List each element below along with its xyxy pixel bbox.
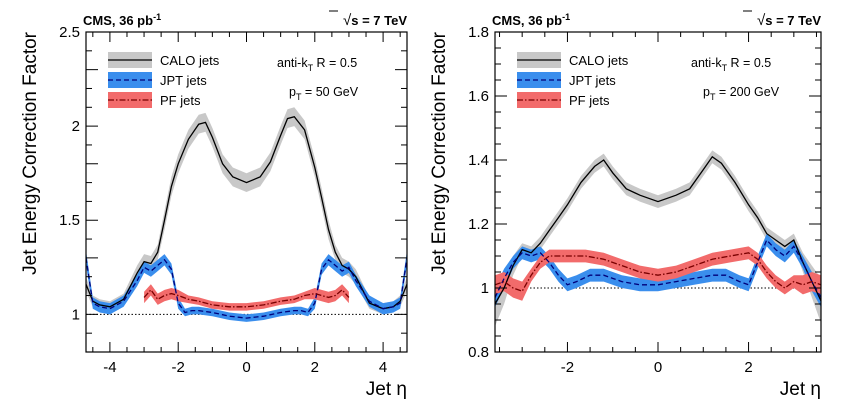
header-luminosity: CMS, 36 pb-1 — [492, 12, 570, 28]
series-line-jpt-jets — [86, 257, 407, 319]
legend-entry-calo-jets: CALO jets — [108, 52, 220, 68]
band-calo-jets — [495, 150, 821, 327]
legend-swatch-band — [517, 92, 561, 108]
x-tick-label: 0 — [654, 359, 662, 376]
x-tick-label: 4 — [379, 359, 387, 376]
plot-area — [495, 150, 821, 327]
annotation-algorithm: anti-kT R = 0.5 — [277, 56, 357, 73]
legend-entry-pf-jets: PF jets — [108, 92, 201, 108]
y-tick-label: 1.8 — [468, 24, 489, 41]
legend-label: CALO jets — [569, 53, 629, 68]
x-tick-label: 2 — [311, 359, 319, 376]
y-tick-label: 0.8 — [468, 344, 489, 361]
band-jpt-jets — [495, 233, 821, 308]
series-line-pf-jets — [495, 252, 821, 292]
band-pf-jets — [495, 246, 821, 301]
y-tick-label: 1 — [481, 280, 489, 297]
y-tick-label: 2.5 — [59, 24, 80, 41]
panel-1: -4 -2 0 2 4 1 1.5 2 2.5 Jet η Jet Energy Correctio… — [20, 10, 408, 400]
x-axis-title: Jet η — [780, 379, 821, 400]
legend-label: JPT jets — [160, 73, 207, 88]
legend-label: JPT jets — [569, 73, 616, 88]
header-luminosity: CMS, 36 pb-1 — [83, 12, 161, 28]
panel-2: -2 0 2 0.8 1 1.2 1.4 1.6 1.8 Jet η Jet Energy Corr… — [429, 10, 822, 400]
y-tick-label: 1.5 — [59, 212, 80, 229]
x-tick-label: -4 — [103, 359, 116, 376]
annotation-algorithm: anti-kT R = 0.5 — [691, 56, 771, 73]
y-tick-label: 1.6 — [468, 88, 489, 105]
legend-swatch-band — [517, 72, 561, 88]
x-axis-title: Jet η — [366, 379, 407, 400]
legend-entry-jpt-jets: JPT jets — [517, 72, 616, 88]
header-energy: √s = 7 TeV — [757, 12, 821, 29]
header-energy: √s = 7 TeV — [343, 12, 407, 29]
series-line-calo-jets — [86, 115, 407, 310]
y-axis-title: Jet Energy Correction Factor — [429, 31, 450, 275]
band-pf-jets — [144, 284, 349, 311]
series-line-pf-jets — [143, 288, 350, 308]
x-tick-label: 2 — [744, 359, 752, 376]
legend-entry-jpt-jets: JPT jets — [108, 72, 207, 88]
x-tick-label: 0 — [242, 359, 250, 376]
y-tick-label: 1 — [72, 306, 80, 323]
y-axis-title: Jet Energy Correction Factor — [20, 31, 41, 275]
plot-area — [86, 107, 407, 322]
legend-entry-pf-jets: PF jets — [517, 92, 610, 108]
annotation-pt: pT = 200 GeV — [703, 85, 780, 102]
series-line-jpt-jets — [495, 238, 821, 298]
legend-swatch-band — [108, 72, 152, 88]
y-tick-label: 1.4 — [468, 152, 489, 169]
x-tick-label: -2 — [172, 359, 185, 376]
x-tick-label: -2 — [561, 359, 574, 376]
y-tick-label: 1.2 — [468, 216, 489, 233]
legend-entry-calo-jets: CALO jets — [517, 52, 629, 68]
legend-label: CALO jets — [160, 53, 220, 68]
legend-label: PF jets — [569, 93, 610, 108]
legend-swatch-band — [108, 92, 152, 108]
annotation-pt: pT = 50 GeV — [289, 85, 359, 102]
legend-label: PF jets — [160, 93, 201, 108]
y-tick-label: 2 — [72, 118, 80, 135]
series-line-calo-jets — [495, 155, 821, 305]
